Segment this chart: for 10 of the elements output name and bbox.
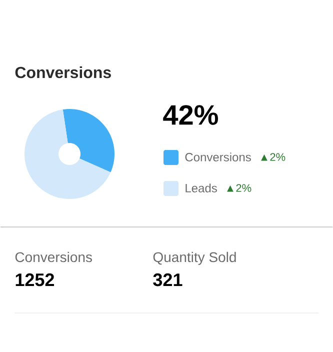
text: ▲2% — [261, 153, 286, 161]
legend-label: Leads — [186, 184, 217, 192]
text: 1252 — [16, 273, 54, 286]
text: 42% — [163, 105, 218, 125]
legend-label: Conversions — [185, 152, 251, 162]
text: ▲2% — [227, 184, 252, 192]
text: Quantity Sold — [153, 252, 236, 265]
text: 321 — [153, 273, 182, 286]
chart-title: Conversions — [15, 66, 111, 78]
text: Conversions — [15, 252, 92, 262]
